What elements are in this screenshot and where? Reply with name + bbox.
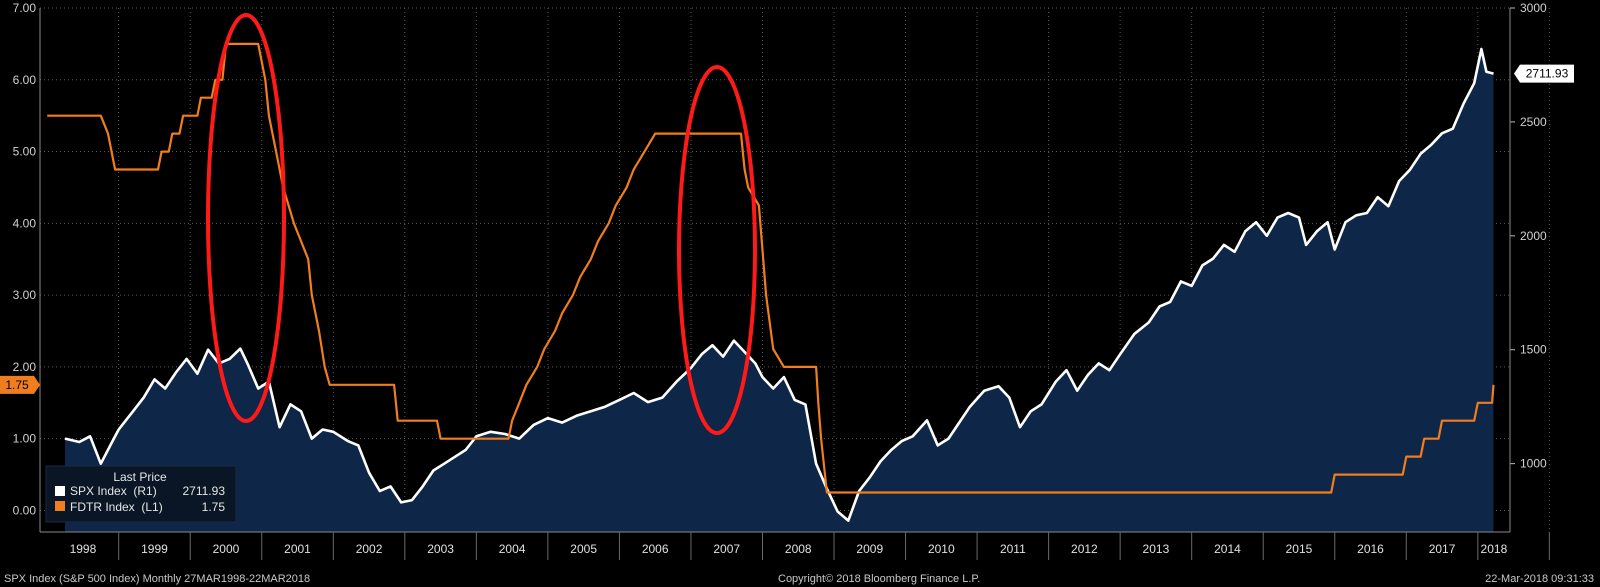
left-tick-label: 5.00 (13, 145, 37, 159)
fdtr-last-value-label: 1.75 (5, 378, 29, 392)
right-tick-label: 2500 (1520, 115, 1547, 129)
x-tick-label: 2005 (570, 542, 597, 556)
fdtr-last-value-box (0, 375, 40, 394)
x-tick-label: 2006 (642, 542, 669, 556)
x-tick-label: 2018 (1481, 542, 1508, 556)
highlight-ellipse-2000 (206, 13, 286, 423)
x-tick-label: 2001 (284, 542, 311, 556)
footer-left: SPX Index (S&P 500 Index) Monthly 27MAR1… (4, 573, 311, 585)
right-tick-label: 1500 (1520, 343, 1547, 357)
x-tick-label: 2016 (1357, 542, 1384, 556)
x-tick-label: 2014 (1214, 542, 1241, 556)
x-tick-label: 2003 (427, 542, 454, 556)
left-tick-label: 3.00 (13, 288, 37, 302)
legend-title: Last Price (113, 470, 167, 484)
fdtr-line (47, 42, 1495, 494)
x-tick-label: 2015 (1286, 542, 1313, 556)
highlight-ellipse-2007 (677, 65, 757, 435)
legend: Last Price SPX Index (R1) 2711.93 FDTR I… (45, 465, 237, 523)
x-axis: 1998 1999 2000 2001 2002 2003 2004 2005 2006 2007… (70, 532, 1550, 560)
legend-value-spx: 2711.93 (183, 484, 226, 498)
legend-swatch-fdtr (55, 501, 65, 511)
right-tick-label: 2000 (1520, 229, 1547, 243)
x-tick-label: 1998 (70, 542, 97, 556)
x-tick-label: 2013 (1143, 542, 1170, 556)
left-tick-label: 2.00 (13, 360, 37, 374)
spx-area-fill (65, 49, 1494, 532)
legend-box (45, 465, 237, 523)
left-tick-label: 1.00 (13, 432, 37, 446)
series-lines (47, 42, 1495, 522)
left-tick-label: 0.00 (13, 503, 37, 517)
axes: 0.00 1.00 2.00 3.00 4.00 5.00 6.00 7.00 1000 1500… (13, 1, 1547, 533)
right-tick-label: 1000 (1520, 457, 1547, 471)
x-tick-label: 2017 (1429, 542, 1456, 556)
legend-label-spx: SPX Index (R1) (70, 484, 157, 498)
footer: SPX Index (S&P 500 Index) Monthly 27MAR1… (0, 571, 1600, 587)
x-tick-label: 2011 (1000, 542, 1026, 556)
x-tick-label: 2007 (713, 542, 740, 556)
x-tick-label: 2008 (785, 542, 812, 556)
spx-last-value-box (1514, 64, 1574, 83)
x-tick-label: 2012 (1071, 542, 1098, 556)
spx-area (65, 49, 1494, 532)
legend-label-fdtr: FDTR Index (L1) (70, 500, 163, 514)
left-tick-label: 6.00 (13, 73, 37, 87)
footer-right: 22-Mar-2018 09:31:33 (1485, 573, 1594, 585)
footer-center: Copyright© 2018 Bloomberg Finance L.P. (778, 573, 981, 585)
x-tick-label: 2004 (499, 542, 526, 556)
x-tick-label: 2002 (356, 542, 383, 556)
x-tick-label: 1999 (141, 542, 168, 556)
left-tick-label: 7.00 (13, 1, 37, 15)
annotations (206, 13, 757, 435)
last-value-markers: 2711.93 1.75 (0, 64, 1574, 394)
x-tick-label: 2009 (856, 542, 883, 556)
x-tick-label: 2000 (213, 542, 240, 556)
spx-line (64, 47, 1494, 522)
legend-value-fdtr: 1.75 (202, 500, 226, 514)
spx-last-value-label: 2711.93 (1526, 67, 1569, 81)
right-tick-label: 3000 (1520, 1, 1547, 15)
legend-swatch-spx (55, 486, 65, 496)
left-tick-label: 4.00 (13, 216, 37, 230)
x-tick-label: 2010 (928, 542, 955, 556)
